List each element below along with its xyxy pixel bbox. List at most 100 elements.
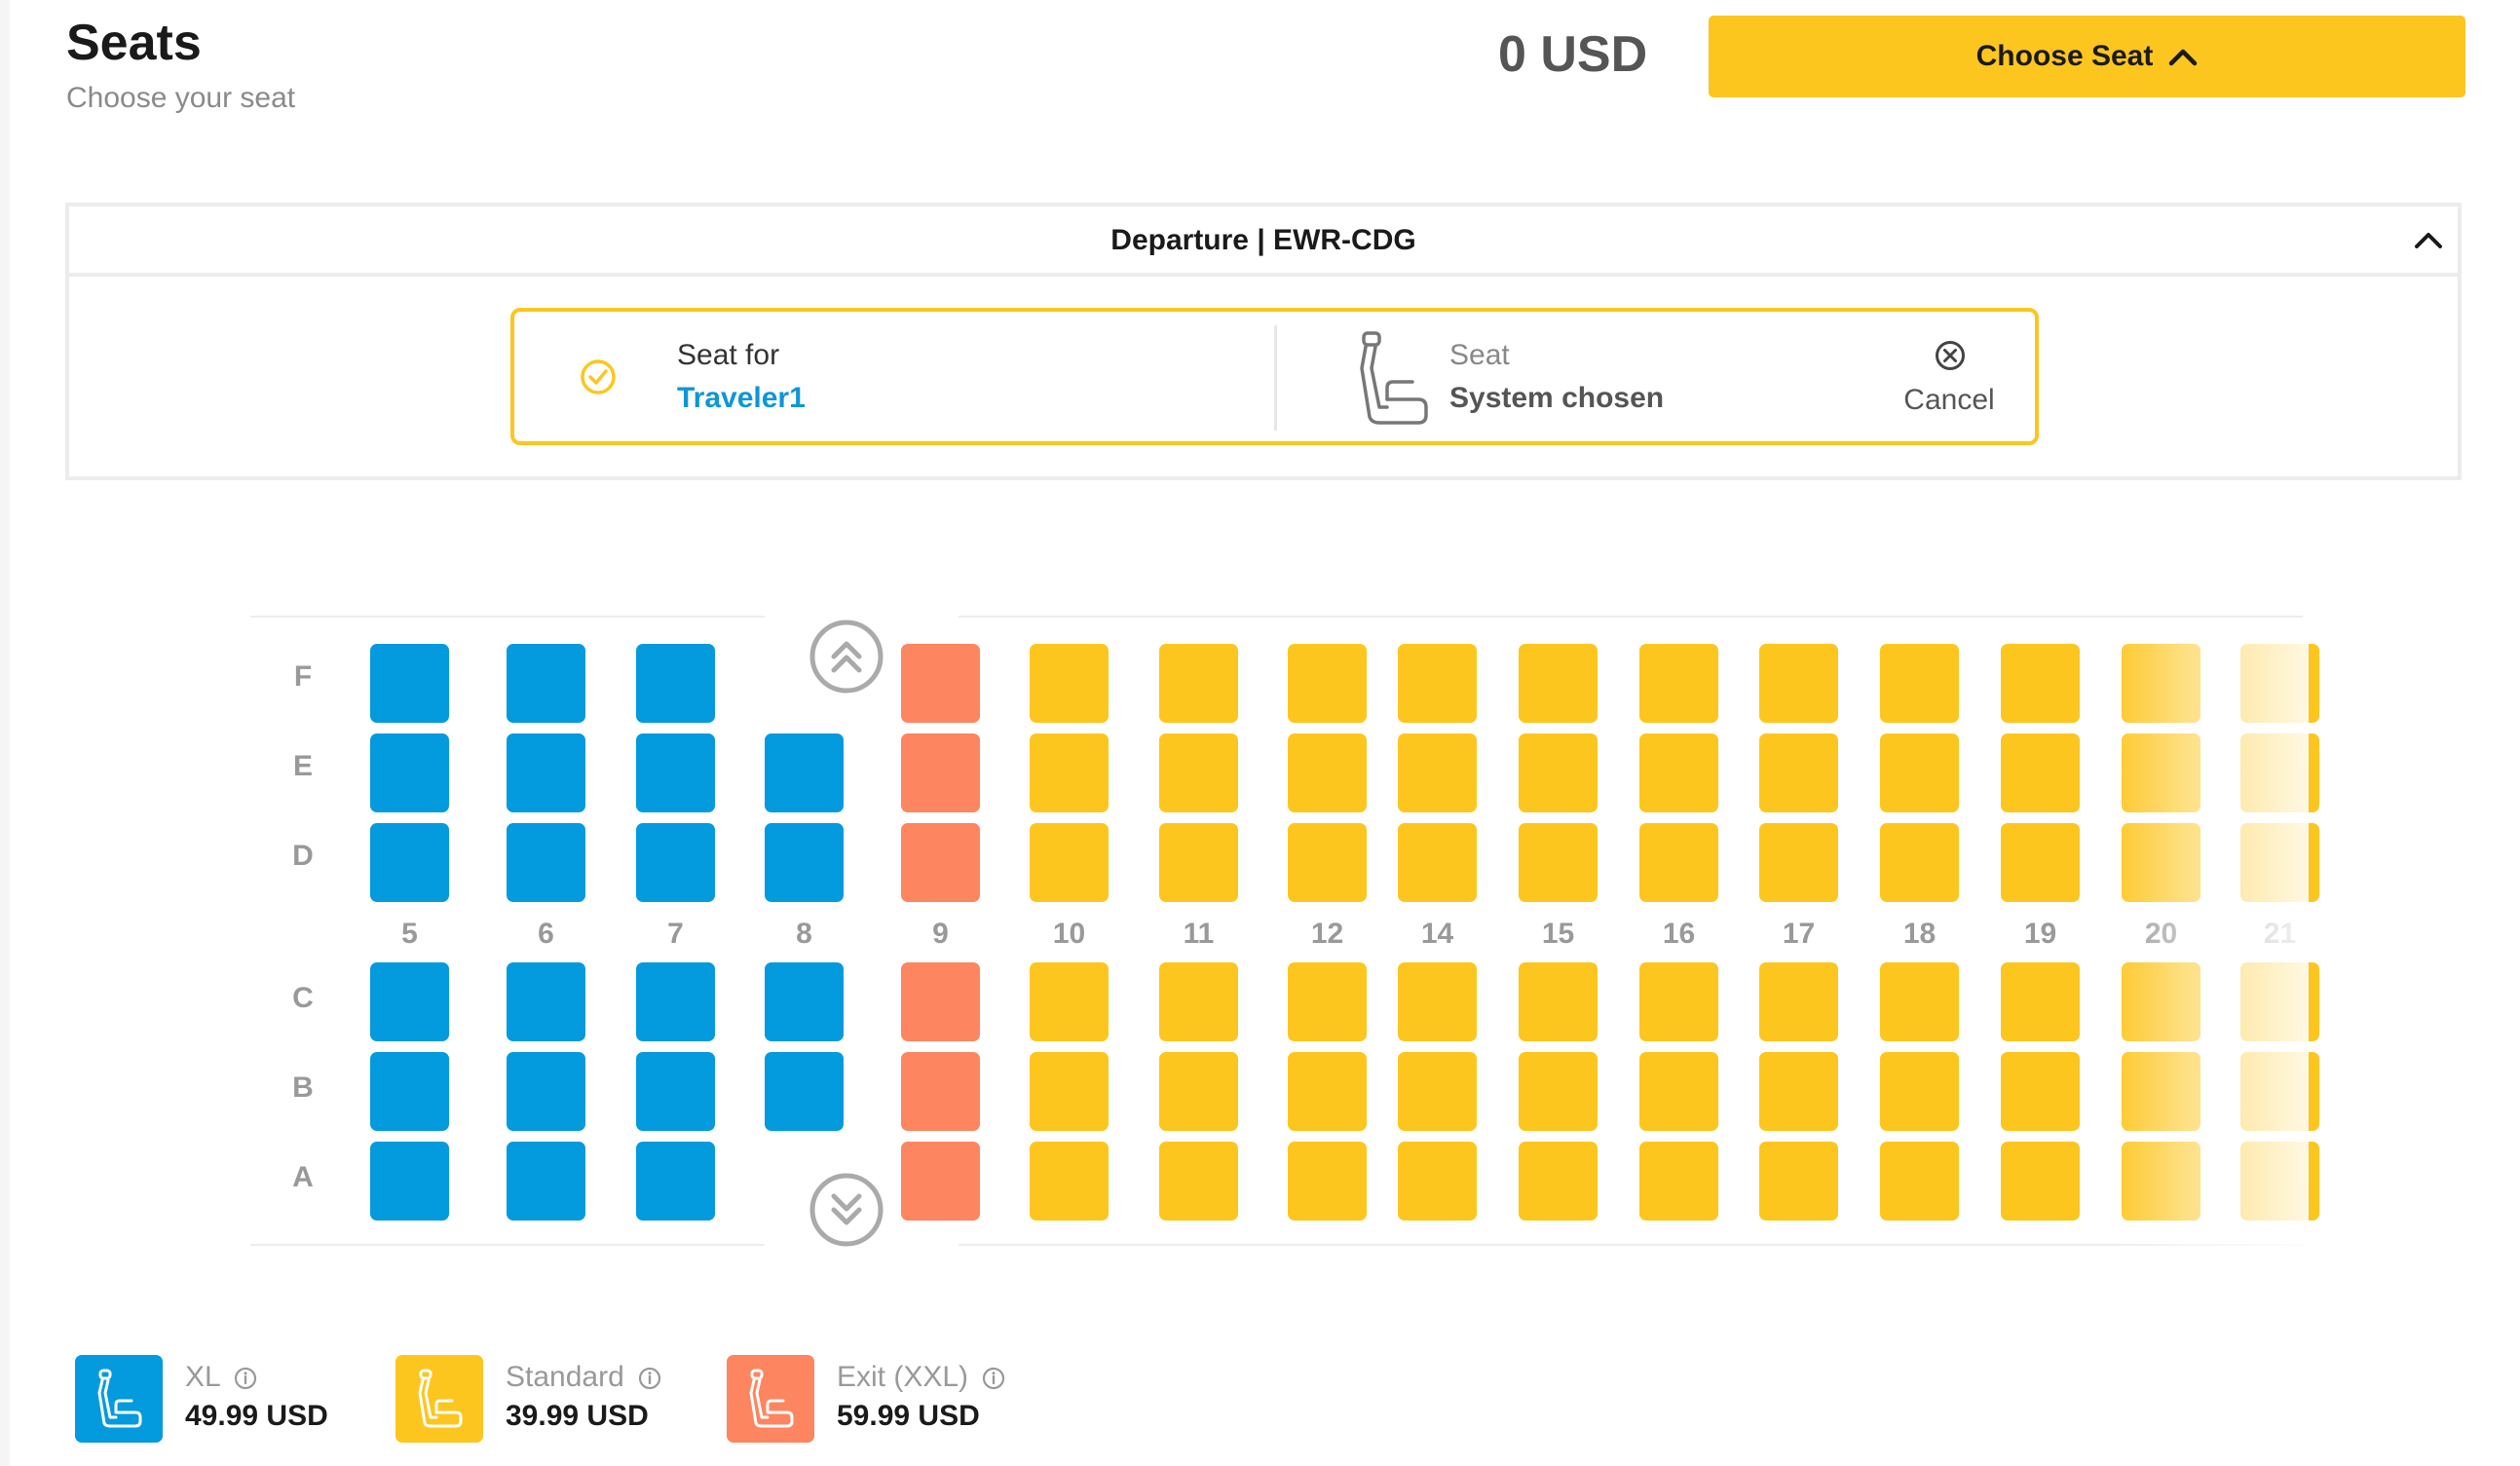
seat-9b[interactable] <box>901 1052 980 1131</box>
seat-21a[interactable] <box>2240 1142 2319 1221</box>
seat-11e[interactable] <box>1159 733 1238 812</box>
seat-15f[interactable] <box>1519 644 1598 723</box>
seat-18f[interactable] <box>1880 644 1959 723</box>
seat-20d[interactable] <box>2122 823 2200 902</box>
seat-14f[interactable] <box>1398 644 1477 723</box>
seat-18e[interactable] <box>1880 733 1959 812</box>
seat-19a[interactable] <box>2001 1142 2080 1221</box>
seat-9a[interactable] <box>901 1142 980 1221</box>
seat-10b[interactable] <box>1030 1052 1109 1131</box>
choose-seat-button[interactable]: Choose Seat <box>1709 16 2465 97</box>
seat-10c[interactable] <box>1030 962 1109 1041</box>
seat-14e[interactable] <box>1398 733 1477 812</box>
cancel-button[interactable]: Cancel <box>1903 384 1995 416</box>
seat-5d[interactable] <box>370 823 449 902</box>
seat-18d[interactable] <box>1880 823 1959 902</box>
seat-8e[interactable] <box>765 733 844 812</box>
seat-20f[interactable] <box>2122 644 2200 723</box>
seat-19f[interactable] <box>2001 644 2080 723</box>
seat-18c[interactable] <box>1880 962 1959 1041</box>
seat-15c[interactable] <box>1519 962 1598 1041</box>
seat-20b[interactable] <box>2122 1052 2200 1131</box>
seat-21e[interactable] <box>2240 733 2319 812</box>
seat-7b[interactable] <box>636 1052 715 1131</box>
seat-17c[interactable] <box>1759 962 1838 1041</box>
seat-5e[interactable] <box>370 733 449 812</box>
seat-11d[interactable] <box>1159 823 1238 902</box>
seat-19b[interactable] <box>2001 1052 2080 1131</box>
seat-19d[interactable] <box>2001 823 2080 902</box>
seat-17f[interactable] <box>1759 644 1838 723</box>
seat-7f[interactable] <box>636 644 715 723</box>
seat-6c[interactable] <box>507 962 585 1041</box>
seat-16f[interactable] <box>1639 644 1718 723</box>
double-chevron-up-icon[interactable] <box>808 618 885 695</box>
info-icon[interactable] <box>982 1367 1005 1390</box>
seat-5b[interactable] <box>370 1052 449 1131</box>
seat-7d[interactable] <box>636 823 715 902</box>
seat-15a[interactable] <box>1519 1142 1598 1221</box>
seat-6e[interactable] <box>507 733 585 812</box>
seat-7c[interactable] <box>636 962 715 1041</box>
seat-20e[interactable] <box>2122 733 2200 812</box>
seat-10e[interactable] <box>1030 733 1109 812</box>
seat-12f[interactable] <box>1288 644 1367 723</box>
info-icon[interactable] <box>234 1367 257 1390</box>
seat-17b[interactable] <box>1759 1052 1838 1131</box>
flight-panel-header[interactable]: Departure | EWR-CDG <box>69 207 2458 277</box>
seat-10d[interactable] <box>1030 823 1109 902</box>
seat-5f[interactable] <box>370 644 449 723</box>
seat-11a[interactable] <box>1159 1142 1238 1221</box>
seat-6a[interactable] <box>507 1142 585 1221</box>
seat-18b[interactable] <box>1880 1052 1959 1131</box>
seat-11f[interactable] <box>1159 644 1238 723</box>
seat-19c[interactable] <box>2001 962 2080 1041</box>
seat-16a[interactable] <box>1639 1142 1718 1221</box>
seat-5a[interactable] <box>370 1142 449 1221</box>
seat-15e[interactable] <box>1519 733 1598 812</box>
seat-8c[interactable] <box>765 962 844 1041</box>
seat-11b[interactable] <box>1159 1052 1238 1131</box>
seat-17e[interactable] <box>1759 733 1838 812</box>
seat-20a[interactable] <box>2122 1142 2200 1221</box>
seat-12a[interactable] <box>1288 1142 1367 1221</box>
seat-21c[interactable] <box>2240 962 2319 1041</box>
seat-6d[interactable] <box>507 823 585 902</box>
seat-7e[interactable] <box>636 733 715 812</box>
seat-8d[interactable] <box>765 823 844 902</box>
seat-12c[interactable] <box>1288 962 1367 1041</box>
seat-5c[interactable] <box>370 962 449 1041</box>
seat-21b[interactable] <box>2240 1052 2319 1131</box>
seat-6b[interactable] <box>507 1052 585 1131</box>
seat-7a[interactable] <box>636 1142 715 1221</box>
seat-17d[interactable] <box>1759 823 1838 902</box>
seat-21f[interactable] <box>2240 644 2319 723</box>
double-chevron-down-icon[interactable] <box>808 1171 885 1249</box>
chevron-up-icon[interactable] <box>2413 228 2444 251</box>
seat-12b[interactable] <box>1288 1052 1367 1131</box>
seat-14c[interactable] <box>1398 962 1477 1041</box>
seat-9f[interactable] <box>901 644 980 723</box>
seat-16d[interactable] <box>1639 823 1718 902</box>
seat-10a[interactable] <box>1030 1142 1109 1221</box>
seat-12e[interactable] <box>1288 733 1367 812</box>
seat-8b[interactable] <box>765 1052 844 1131</box>
seat-9d[interactable] <box>901 823 980 902</box>
seat-14a[interactable] <box>1398 1142 1477 1221</box>
seat-17a[interactable] <box>1759 1142 1838 1221</box>
seat-18a[interactable] <box>1880 1142 1959 1221</box>
seat-20c[interactable] <box>2122 962 2200 1041</box>
seat-21d[interactable] <box>2240 823 2319 902</box>
seat-11c[interactable] <box>1159 962 1238 1041</box>
seat-15d[interactable] <box>1519 823 1598 902</box>
seat-9c[interactable] <box>901 962 980 1041</box>
seat-16e[interactable] <box>1639 733 1718 812</box>
seat-12d[interactable] <box>1288 823 1367 902</box>
close-circle-icon[interactable] <box>1934 339 1967 372</box>
seat-16b[interactable] <box>1639 1052 1718 1131</box>
seat-15b[interactable] <box>1519 1052 1598 1131</box>
seat-19e[interactable] <box>2001 733 2080 812</box>
traveler-name[interactable]: Traveler1 <box>677 382 806 414</box>
info-icon[interactable] <box>638 1367 661 1390</box>
seat-16c[interactable] <box>1639 962 1718 1041</box>
